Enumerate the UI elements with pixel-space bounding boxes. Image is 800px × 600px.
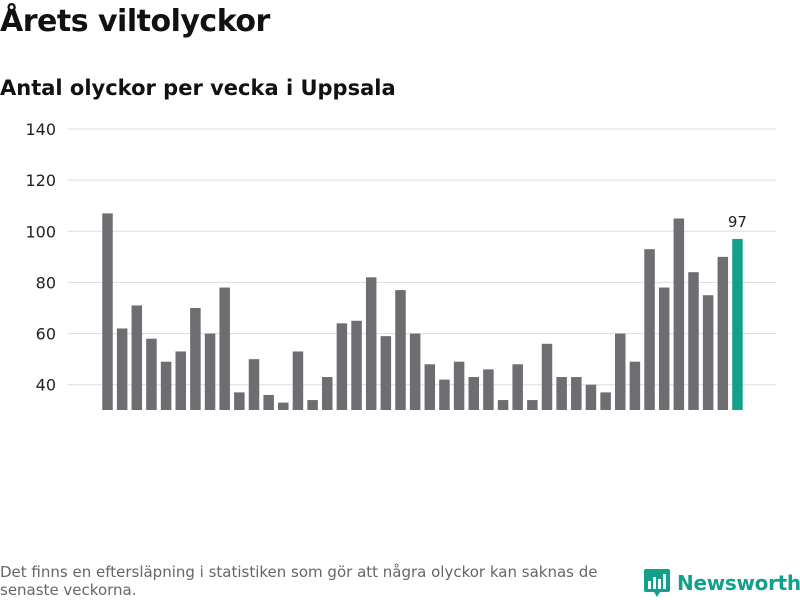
y-tick-label: 100 <box>25 222 56 241</box>
footnote: Det finns en eftersläpning i statistiken… <box>0 563 598 599</box>
bar[interactable] <box>497 400 509 410</box>
bar[interactable] <box>629 361 641 410</box>
brand-name: Newsworthy <box>677 571 800 595</box>
bar[interactable] <box>453 361 465 410</box>
brand-logo[interactable]: Newsworthy <box>643 568 800 598</box>
bar[interactable] <box>219 287 230 410</box>
bar-chart: 020406080100120140jan.feb.marsapr.majjun… <box>25 120 776 411</box>
chart-title: Årets viltolyckor <box>0 4 270 39</box>
bar[interactable] <box>468 377 480 410</box>
bar[interactable] <box>234 392 245 410</box>
bar[interactable] <box>322 377 333 410</box>
bar[interactable] <box>278 402 289 410</box>
y-tick-label: 60 <box>36 325 56 344</box>
bar[interactable] <box>307 400 318 410</box>
bar[interactable] <box>292 351 304 410</box>
bar[interactable] <box>102 213 113 410</box>
bar[interactable] <box>160 361 172 410</box>
bar[interactable] <box>541 343 553 410</box>
y-tick-label: 120 <box>25 171 56 190</box>
bar[interactable] <box>116 328 128 410</box>
bar[interactable] <box>527 400 538 410</box>
bar[interactable] <box>571 377 582 410</box>
chart-subtitle: Antal olyckor per vecka i Uppsala <box>0 76 396 100</box>
bar[interactable] <box>424 364 436 410</box>
bar[interactable] <box>175 351 187 410</box>
bar[interactable] <box>615 333 626 410</box>
bar[interactable] <box>409 333 421 410</box>
bar[interactable] <box>673 218 685 411</box>
bar[interactable] <box>190 308 201 410</box>
bar[interactable] <box>644 249 655 410</box>
bar[interactable] <box>351 320 362 410</box>
y-tick-label: 140 <box>25 120 56 139</box>
highlight-value-label: 97 <box>728 213 747 231</box>
bar[interactable] <box>688 272 699 410</box>
y-tick-label: 80 <box>36 273 56 292</box>
bar[interactable] <box>365 277 377 410</box>
bar[interactable] <box>600 392 611 410</box>
bar[interactable] <box>585 384 597 410</box>
bar[interactable] <box>336 323 348 410</box>
bar[interactable] <box>483 369 494 410</box>
bar[interactable] <box>556 377 567 410</box>
bar[interactable] <box>131 305 143 410</box>
bar[interactable] <box>439 379 450 410</box>
bar[interactable] <box>658 287 670 410</box>
bar[interactable] <box>146 338 157 410</box>
bar[interactable] <box>395 290 406 410</box>
bar[interactable] <box>248 359 260 410</box>
bar[interactable] <box>204 333 216 410</box>
y-tick-label: 40 <box>36 376 56 395</box>
bar-chart-logo-icon <box>644 569 670 597</box>
bar[interactable] <box>512 364 523 410</box>
bar[interactable] <box>380 336 392 410</box>
bar[interactable] <box>702 295 714 410</box>
bar[interactable] <box>732 238 743 410</box>
bar[interactable] <box>263 394 274 410</box>
bar[interactable] <box>717 256 729 410</box>
